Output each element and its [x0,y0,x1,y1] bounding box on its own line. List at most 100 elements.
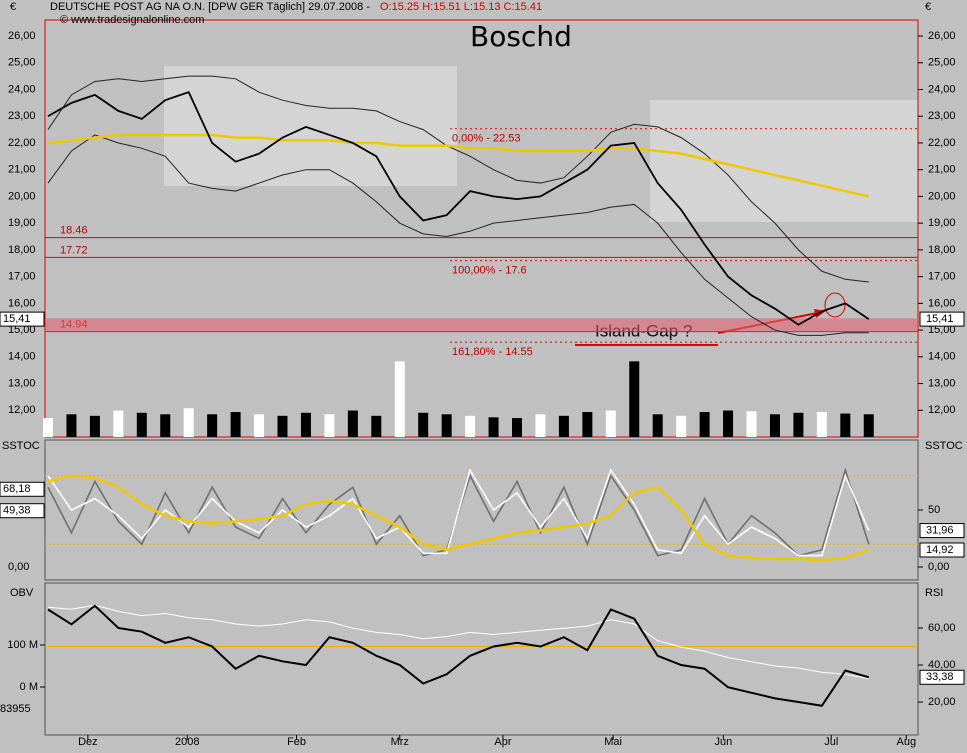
x-tick-label: Mrz [391,736,409,748]
y-tick-label: 15,00 [928,324,956,336]
last-tag [919,311,965,327]
y-tick-label: 21,00 [928,164,956,176]
volume-bar [66,414,77,437]
x-tick-label: Aug [896,736,916,748]
volume-bar [769,414,780,437]
ohlc: O:15.25 H:15.51 L:15.13 C:15.41 [380,1,542,13]
y-tick-label: 24,00 [8,83,36,95]
volume-bar [394,361,405,437]
volume-bar [488,417,499,437]
y-tick-label: 0 M [20,681,38,693]
volume-bar [863,414,874,437]
panel-name: RSI [925,587,943,599]
y-tick-label: 13,00 [928,377,956,389]
price-line [47,75,869,283]
tag-label: 49,38 [3,505,31,517]
panel-name: SSTOC [2,440,40,452]
panel-name: SSTOC [925,440,963,452]
price-line [47,91,870,326]
y-tick-label: 26,00 [928,30,956,42]
panel-name: OBV [10,587,34,599]
y-tick-label: 0,00 [928,561,949,573]
y-tick-label: 22,00 [928,137,956,149]
volume-bar [113,410,124,437]
y-tick-label: 25,00 [928,57,956,69]
y-tick-label: 12,00 [928,404,956,416]
rsi-line [47,604,870,707]
volume-bar [465,415,476,437]
volume-bar [605,410,616,437]
x-tick-label: Jun [714,736,732,748]
y-tick-label: 26,00 [8,30,36,42]
x-tick-label: 2008 [175,736,199,748]
x-tick-label: Apr [494,736,511,748]
y-tick-label: 23,00 [928,110,956,122]
tag [919,669,965,685]
volume-bar [277,415,288,437]
main-frame [44,19,919,438]
y-tick-label: 16,00 [8,297,36,309]
y-tick-label: 22,00 [8,137,36,149]
y-tick-label: 21,00 [8,164,36,176]
volume-bar [418,412,429,437]
level-label: 17.72 [60,244,88,256]
currency: € [925,1,931,13]
volume-bar [535,414,546,437]
volume-bar [558,415,569,437]
price-line [47,134,869,336]
y-tick-label: 14,00 [8,351,36,363]
tag-label: 14,92 [926,544,954,556]
volume-bar [254,414,265,437]
y-tick-label: 40,00 [928,659,956,671]
y-tick-label: 19,00 [928,217,956,229]
volume-bar [629,361,640,437]
obv-frame [44,582,919,736]
volume-bar [652,414,663,437]
volume-bar [840,413,851,437]
y-tick-label: 20,00 [928,190,956,202]
y-tick-label: 24,00 [928,83,956,95]
obv-tag: 83955 [0,703,31,715]
volume-bar [43,418,53,437]
tag [0,481,45,497]
volume-bar [300,412,311,437]
highlight-box [650,100,918,222]
y-tick-label: 19,00 [8,217,36,229]
volume-bar [512,418,523,437]
volume-bar [324,414,335,437]
annotation-title: Boschd [470,20,572,53]
y-tick-label: 60,00 [928,622,956,634]
x-tick-label: Dez [78,736,98,748]
volume-bar [89,415,100,437]
tag [919,523,965,539]
y-tick-label: 17,00 [8,271,36,283]
volume-bar [207,414,218,437]
volume-bar [816,412,827,437]
tag [919,542,965,558]
y-tick-label: 16,00 [928,297,956,309]
volume-bar [676,415,687,437]
y-tick-label: 0,00 [8,561,29,573]
y-tick-label: 25,00 [8,57,36,69]
y-tick-label: 13,00 [8,377,36,389]
volume-bar [793,412,804,437]
tag-label: 33,38 [926,671,954,683]
volume-bar [160,414,171,437]
last-label: 15,41 [926,313,954,325]
stoch-line [47,468,870,557]
level-label: 18.46 [60,224,88,236]
y-tick-label: 23,00 [8,110,36,122]
y-tick-label: 20,00 [8,190,36,202]
volume-bar [746,411,757,437]
fibo-label: 161,80% - 14.55 [452,346,533,358]
y-tick-label: 15,00 [8,324,36,336]
gap-circle [824,292,846,318]
chart-title: DEUTSCHE POST AG NA O.N. [DPW GER Täglic… [50,1,370,13]
volume-bar [582,412,593,437]
volume-bar [441,414,452,437]
volume-bar [723,410,734,437]
copyright: © www.tradesignalonline.com [60,14,204,26]
volume-bar [136,412,147,437]
tag-label: 68,18 [3,483,31,495]
